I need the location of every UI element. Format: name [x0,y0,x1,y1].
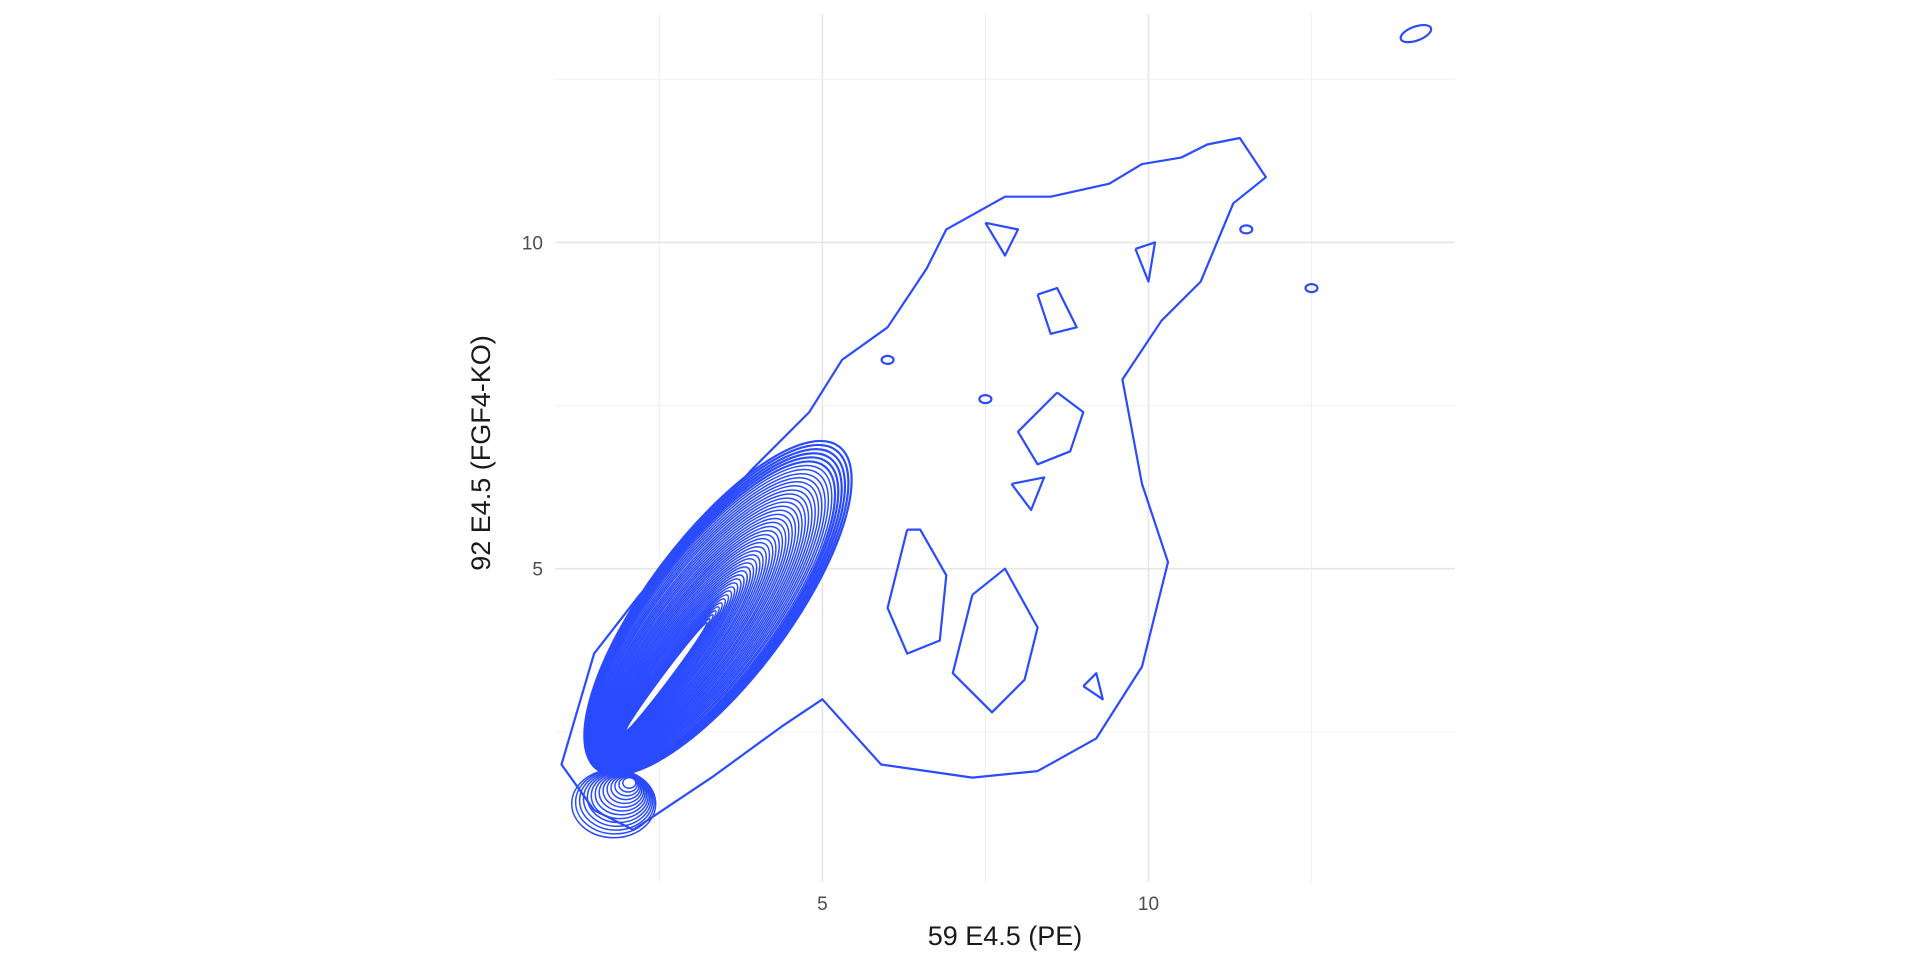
contour-inner [1134,241,1157,283]
contour-outer [560,136,1268,831]
contour-level [600,509,797,759]
contour-level [595,489,813,764]
contour-level [615,574,745,743]
contour-level [617,582,739,741]
x-tick-label: 10 [1138,894,1159,915]
y-tick-label: 5 [532,560,543,581]
contour-inner [1036,287,1078,335]
contour-level [590,468,830,769]
contour-inner [886,528,948,655]
y-tick-label: 10 [522,233,543,254]
contour-level [605,529,780,754]
contour-isolated [1399,23,1433,44]
contour-level [607,537,774,752]
contour-level [624,621,708,732]
x-tick-label: 5 [817,894,828,915]
contour-level [624,617,711,733]
contour-level [616,578,742,742]
contour-level [602,517,790,757]
contour-level [611,554,761,748]
contour-level [613,566,752,745]
contour-inner [1010,476,1046,512]
contour-peak-level [622,776,637,789]
contour-level [620,598,727,738]
contour-isolated [1239,224,1254,235]
x-axis-title: 59 E4.5 (PE) [928,921,1083,951]
contour-level [612,562,755,746]
tick-labels: 5 10 5 10 [522,233,1159,915]
contour-level [618,590,733,740]
contour-inner [951,567,1039,714]
contour-level [618,586,736,740]
contour-level [623,613,714,734]
contour-level [609,545,768,750]
contour-level [603,521,787,756]
contour-level [621,602,723,737]
contour-level [594,485,816,765]
contour-isolated [880,354,895,365]
contour-inner [984,221,1020,257]
contour-level [608,541,771,751]
contour-isolated [1304,283,1319,294]
contour-level [589,464,833,770]
y-axis-title: 92 E4.5 (FGF4-KO) [466,335,496,571]
contour-level [597,497,807,762]
contour-level [591,472,826,768]
contour-level [596,493,810,763]
contour-level [585,448,847,774]
contour-level [599,505,800,760]
contour-level [604,525,784,755]
contour-level [593,481,820,766]
contour-level [611,558,758,747]
contour-inner [1016,391,1085,466]
contour-inner [1082,672,1104,701]
contour-level [622,606,720,736]
contour-level [619,594,730,739]
contour-isolated [978,394,993,405]
contour-level [622,610,717,735]
grid [555,14,1455,882]
contour-level [598,501,803,761]
contour-level [588,460,837,771]
contour-level [610,550,764,749]
contour-level [606,533,777,753]
contour-level [614,570,748,744]
contour-level [601,513,793,758]
density-contours [560,23,1433,839]
contour-level [592,477,823,767]
